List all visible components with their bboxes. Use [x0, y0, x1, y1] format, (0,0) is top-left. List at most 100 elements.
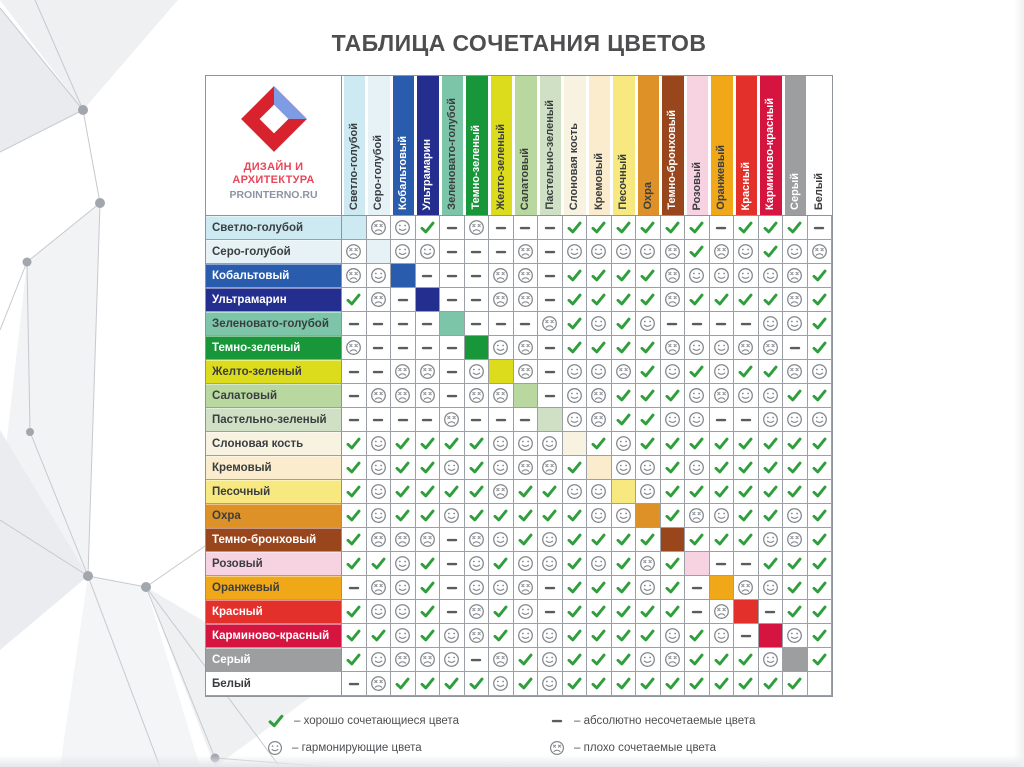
- matrix-cell: [538, 288, 563, 312]
- smile-icon: [689, 412, 705, 427]
- matrix-cell: [734, 552, 759, 576]
- dash-icon: [544, 610, 555, 613]
- smile-icon: [811, 364, 827, 379]
- matrix-cell: [660, 552, 685, 576]
- check-icon: [346, 557, 361, 570]
- matrix-cell: [342, 600, 367, 624]
- matrix-cell: [562, 288, 587, 312]
- matrix-cell: [587, 600, 612, 624]
- diagonal-swatch: [513, 384, 538, 408]
- matrix-cell: [513, 648, 538, 672]
- smile-icon: [395, 220, 411, 235]
- check-icon: [518, 653, 533, 666]
- matrix-cell: [342, 672, 367, 696]
- matrix-cell: [513, 624, 538, 648]
- diagonal-swatch: [562, 432, 587, 456]
- row-header: Зеленовато-голубой: [206, 312, 342, 336]
- check-icon: [395, 677, 410, 690]
- matrix-cell: [440, 240, 465, 264]
- check-icon: [787, 605, 802, 618]
- matrix-cell: [660, 264, 685, 288]
- matrix-cell: [611, 600, 636, 624]
- matrix-cell: [636, 336, 661, 360]
- check-icon: [567, 293, 582, 306]
- matrix-cell: [562, 504, 587, 528]
- matrix-cell: [513, 456, 538, 480]
- matrix-cell: [366, 648, 391, 672]
- check-icon: [616, 293, 631, 306]
- matrix-cell: [391, 360, 416, 384]
- sad-icon: [517, 268, 533, 283]
- check-icon: [689, 677, 704, 690]
- matrix-cell: [709, 216, 734, 240]
- matrix-cell: [660, 576, 685, 600]
- check-icon: [591, 533, 606, 546]
- check-icon: [763, 677, 778, 690]
- sad-icon: [542, 460, 558, 475]
- check-icon: [469, 677, 484, 690]
- matrix-cell: [685, 288, 710, 312]
- matrix-cell: [489, 576, 514, 600]
- prointerno-logo-icon: [240, 86, 307, 152]
- matrix-cell: [513, 672, 538, 696]
- matrix-cell: [587, 576, 612, 600]
- check-icon: [395, 509, 410, 522]
- matrix-cell: [513, 576, 538, 600]
- matrix-cell: [366, 552, 391, 576]
- check-icon: [665, 581, 680, 594]
- column-header: Серо-голубой: [366, 76, 391, 216]
- check-icon: [763, 437, 778, 450]
- matrix-cell: [636, 360, 661, 384]
- matrix-cell: [391, 576, 416, 600]
- smile-icon: [493, 676, 509, 691]
- smile-icon: [738, 268, 754, 283]
- matrix-cell: [342, 384, 367, 408]
- check-icon: [346, 461, 361, 474]
- check-icon: [689, 437, 704, 450]
- sad-icon: [468, 604, 484, 619]
- check-icon: [444, 485, 459, 498]
- matrix-cell: [562, 600, 587, 624]
- matrix-cell: [342, 240, 367, 264]
- smile-icon: [664, 364, 680, 379]
- dash-icon: [397, 298, 408, 301]
- check-icon: [567, 341, 582, 354]
- matrix-cell: [611, 312, 636, 336]
- smile-icon: [689, 388, 705, 403]
- dash-icon: [495, 418, 506, 421]
- check-icon: [493, 509, 508, 522]
- matrix-cell: [636, 312, 661, 336]
- matrix-cell: [562, 528, 587, 552]
- matrix-cell: [415, 384, 440, 408]
- matrix-cell: [440, 408, 465, 432]
- smile-icon: [591, 316, 607, 331]
- dash-icon: [471, 298, 482, 301]
- matrix-cell: [440, 264, 465, 288]
- matrix-cell: [562, 336, 587, 360]
- matrix-cell: [464, 408, 489, 432]
- matrix-cell: [611, 264, 636, 288]
- check-icon: [591, 341, 606, 354]
- column-swatch: Карминово-красный: [760, 76, 782, 215]
- matrix-cell: [758, 576, 783, 600]
- column-header: Темно-зеленый: [464, 76, 489, 216]
- matrix-cell: [660, 240, 685, 264]
- matrix-cell: [807, 432, 832, 456]
- column-label: Слоновая кость: [568, 122, 581, 210]
- check-icon: [518, 677, 533, 690]
- check-icon: [812, 461, 827, 474]
- matrix-cell: [685, 216, 710, 240]
- check-icon: [616, 533, 631, 546]
- diagonal-swatch: [489, 360, 514, 384]
- column-swatch: Серо-голубой: [368, 76, 390, 215]
- matrix-cell: [415, 624, 440, 648]
- check-icon: [616, 653, 631, 666]
- check-icon: [493, 629, 508, 642]
- check-icon: [714, 653, 729, 666]
- column-swatch: Кобальтовый: [392, 76, 414, 215]
- column-label: Красный: [739, 161, 752, 210]
- matrix-cell: [342, 456, 367, 480]
- matrix-cell: [807, 264, 832, 288]
- column-header: Красный: [734, 76, 759, 216]
- dash-icon: [348, 682, 359, 685]
